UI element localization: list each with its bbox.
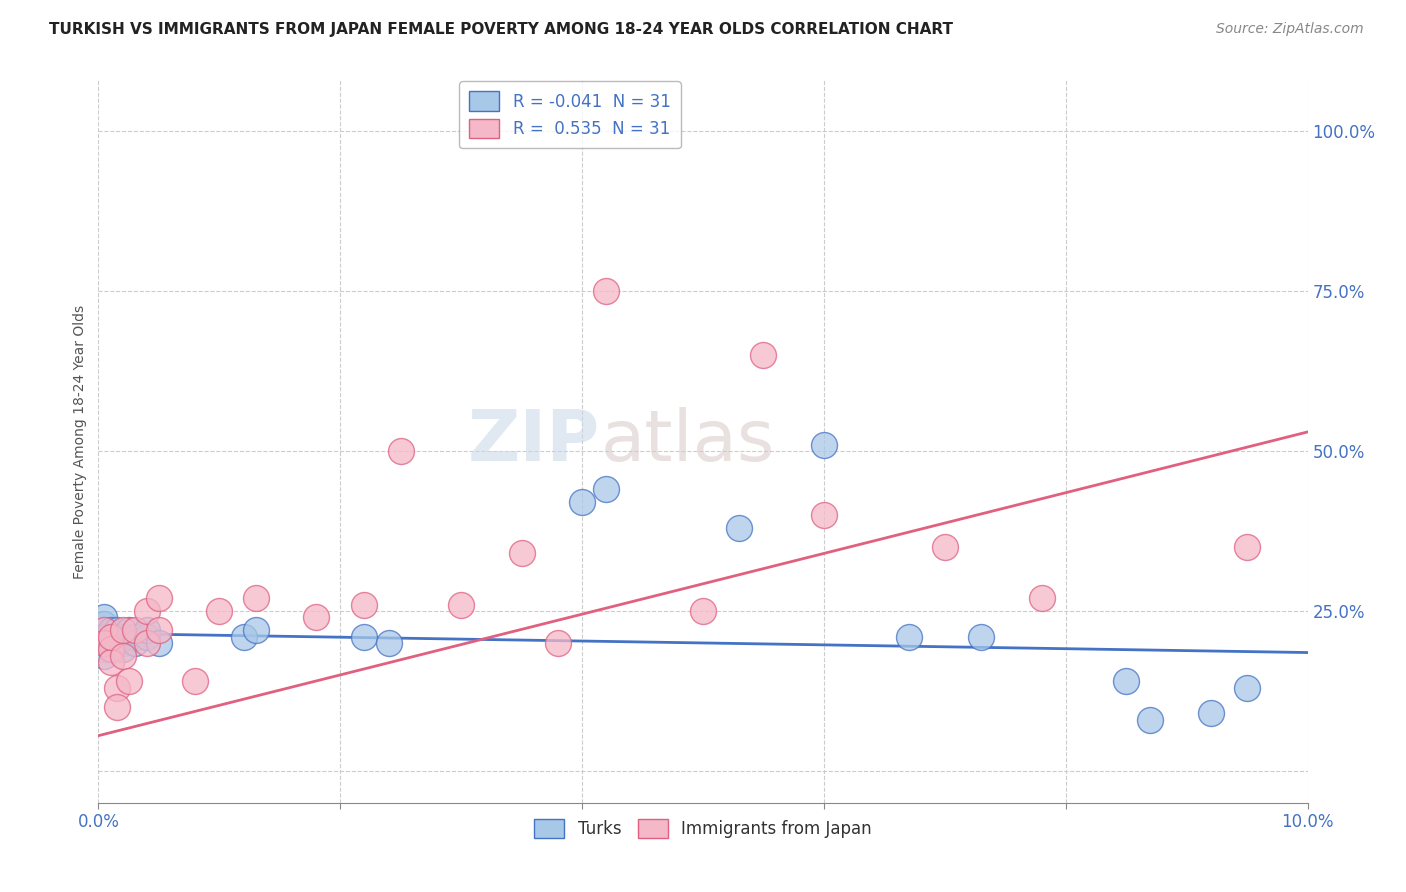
Point [208, 604, 231, 618]
Point [100, 630, 122, 644]
Point [245, 591, 267, 606]
Point [813, 438, 835, 452]
Point [692, 604, 714, 618]
Point [135, 623, 157, 637]
Point [1115, 674, 1137, 689]
Point [1031, 591, 1053, 606]
Point [93, 616, 115, 631]
Point [232, 630, 254, 644]
Point [105, 630, 128, 644]
Point [813, 508, 835, 522]
Point [148, 636, 170, 650]
Point [135, 604, 157, 618]
Point [105, 623, 128, 637]
Point [728, 521, 751, 535]
Point [970, 630, 993, 644]
Point [105, 681, 128, 695]
Point [111, 623, 134, 637]
Point [135, 630, 157, 644]
Point [353, 598, 375, 612]
Point [100, 642, 122, 657]
Point [93, 636, 115, 650]
Point [595, 285, 617, 299]
Point [148, 591, 170, 606]
Y-axis label: Female Poverty Among 18-24 Year Olds: Female Poverty Among 18-24 Year Olds [73, 304, 87, 579]
Point [100, 630, 122, 644]
Point [148, 623, 170, 637]
Point [1139, 713, 1161, 727]
Point [93, 630, 115, 644]
Point [124, 630, 146, 644]
Point [111, 636, 134, 650]
Point [93, 610, 115, 624]
Point [93, 630, 115, 644]
Point [124, 636, 146, 650]
Point [100, 655, 122, 669]
Point [111, 630, 134, 644]
Point [389, 444, 412, 458]
Text: atlas: atlas [600, 407, 775, 476]
Point [1199, 706, 1222, 721]
Point [105, 636, 128, 650]
Point [934, 540, 956, 554]
Point [93, 648, 115, 663]
Point [124, 623, 146, 637]
Point [105, 699, 128, 714]
Point [93, 642, 115, 657]
Point [595, 483, 617, 497]
Point [100, 623, 122, 637]
Point [111, 642, 134, 657]
Point [897, 630, 920, 644]
Text: Source: ZipAtlas.com: Source: ZipAtlas.com [1216, 22, 1364, 37]
Point [510, 546, 533, 560]
Point [1236, 681, 1258, 695]
Point [100, 636, 122, 650]
Point [111, 648, 134, 663]
Point [305, 610, 328, 624]
Point [118, 630, 141, 644]
Point [93, 623, 115, 637]
Legend: Turks, Immigrants from Japan: Turks, Immigrants from Japan [527, 813, 879, 845]
Point [118, 674, 141, 689]
Point [1236, 540, 1258, 554]
Point [135, 636, 157, 650]
Text: TURKISH VS IMMIGRANTS FROM JAPAN FEMALE POVERTY AMONG 18-24 YEAR OLDS CORRELATIO: TURKISH VS IMMIGRANTS FROM JAPAN FEMALE … [49, 22, 953, 37]
Text: ZIP: ZIP [468, 407, 600, 476]
Point [571, 495, 593, 509]
Point [93, 636, 115, 650]
Point [118, 623, 141, 637]
Point [93, 623, 115, 637]
Point [100, 636, 122, 650]
Point [353, 630, 375, 644]
Point [752, 348, 775, 362]
Point [377, 636, 399, 650]
Point [100, 642, 122, 657]
Point [245, 623, 267, 637]
Point [184, 674, 207, 689]
Point [450, 598, 472, 612]
Point [547, 636, 569, 650]
